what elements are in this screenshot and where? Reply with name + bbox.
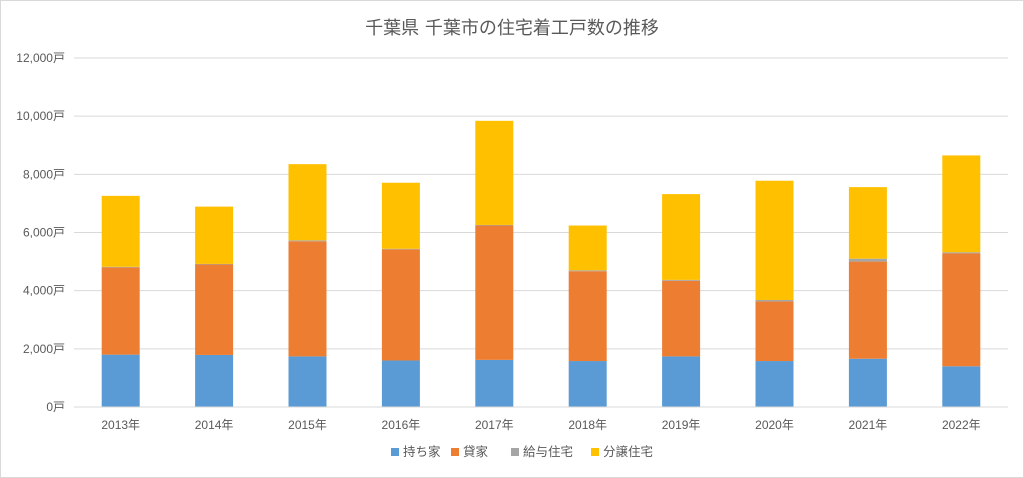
y-tick-label: 12,000戸 [16, 51, 65, 65]
bar-segment [942, 253, 981, 367]
bar-segment [101, 267, 140, 355]
y-tick-label: 6,000戸 [23, 226, 65, 240]
bar-segment [288, 240, 327, 242]
legend-label: 持ち家 [403, 444, 441, 459]
legend-item: 分譲住宅 [591, 444, 653, 459]
bar-segment [755, 361, 794, 407]
bar-segment [288, 164, 327, 241]
x-tick-label: 2015年 [288, 418, 327, 432]
bar-segment [475, 120, 514, 225]
bar-segment [475, 225, 514, 360]
legend-label: 貸家 [463, 444, 489, 459]
bar-segment [942, 252, 981, 254]
bars [101, 120, 981, 407]
legend-label: 分譲住宅 [603, 444, 653, 459]
bar-segment [288, 241, 327, 357]
bar-segment [848, 258, 887, 262]
bar-segment [568, 225, 607, 271]
x-tick-label: 2016年 [382, 418, 421, 432]
bar-segment [942, 366, 981, 407]
y-tick-label: 2,000戸 [23, 342, 65, 356]
bar-segment [195, 354, 234, 407]
legend-swatch [591, 448, 599, 456]
bar-segment [195, 206, 234, 264]
x-tick-label: 2022年 [942, 418, 981, 432]
y-axis: 0戸 2,000戸 4,000戸 6,000戸 8,000戸 10,000戸 12,000戸 [16, 51, 65, 414]
x-tick-label: 2014年 [195, 418, 234, 432]
chart-title: 千葉県 千葉市の住宅着工戸数の推移 [365, 18, 659, 39]
bar-segment [755, 180, 794, 300]
x-tick-label: 2020年 [755, 418, 794, 432]
bar-segment [755, 301, 794, 362]
bar-segment [568, 270, 607, 272]
bar-segment [662, 279, 701, 281]
legend-swatch [391, 448, 399, 456]
legend-item: 給与住宅 [511, 444, 573, 459]
y-tick-label: 10,000戸 [16, 109, 65, 123]
legend-label: 給与住宅 [523, 444, 573, 459]
x-tick-label: 2021年 [849, 418, 888, 432]
bar-segment [568, 271, 607, 362]
bar-segment [755, 299, 794, 302]
bar-segment [381, 249, 420, 361]
bar-segment [942, 155, 981, 253]
x-axis: 2013年 2014年 2015年 2016年 2017年 2018年 2019年 2020年… [74, 406, 1008, 432]
legend-item: 貸家 [451, 444, 489, 459]
bar-segment [662, 280, 701, 357]
legend-swatch [511, 448, 519, 456]
x-tick-label: 2017年 [475, 418, 514, 432]
x-tick-label: 2019年 [662, 418, 701, 432]
y-tick-label: 4,000戸 [23, 284, 65, 298]
y-tick-label: 8,000戸 [23, 167, 65, 181]
bar-segment [195, 264, 234, 355]
x-tick-label: 2013年 [101, 418, 140, 432]
bar-segment [288, 356, 327, 407]
bar-segment [381, 182, 420, 249]
bar-segment [848, 358, 887, 407]
x-tick-label: 2018年 [568, 418, 607, 432]
bar-segment [568, 361, 607, 407]
bar-segment [381, 248, 420, 250]
legend: 持ち家 貸家 給与住宅 分譲住宅 [391, 444, 653, 459]
bar-segment [101, 195, 140, 267]
bar-segment [381, 360, 420, 407]
bar-segment [475, 224, 514, 226]
bar-segment [662, 194, 701, 280]
bar-segment [662, 356, 701, 407]
bar-segment [101, 354, 140, 407]
bar-segment [101, 266, 140, 268]
legend-item: 持ち家 [391, 444, 441, 459]
bar-segment [848, 187, 887, 259]
y-tick-label: 0戸 [46, 400, 65, 414]
bar-segment [195, 263, 234, 265]
bar-segment [475, 359, 514, 407]
bar-segment [848, 261, 887, 359]
legend-swatch [451, 448, 459, 456]
